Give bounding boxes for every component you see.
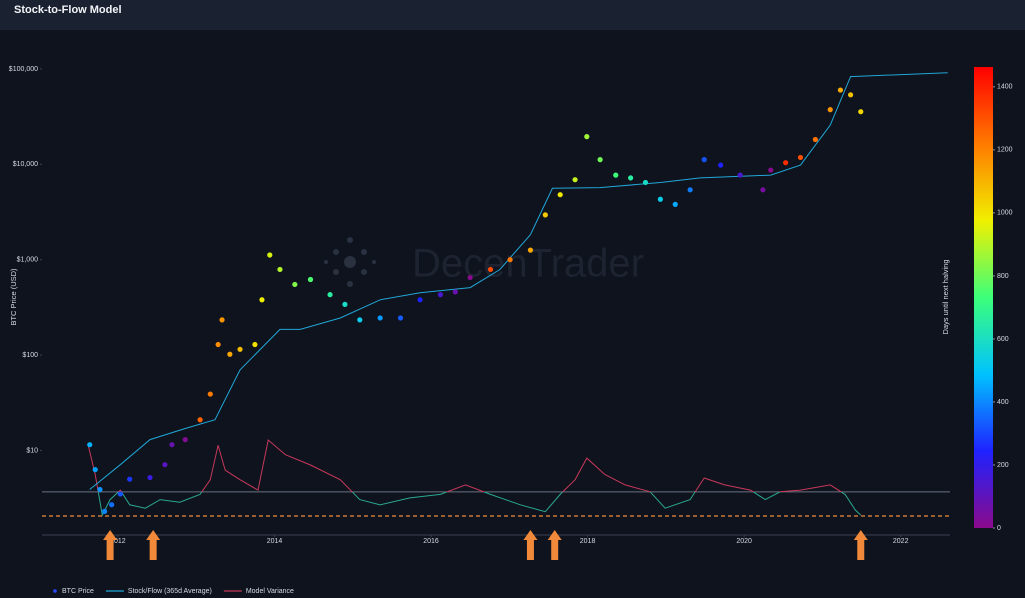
legend-label: BTC Price [62, 588, 94, 595]
price-point [267, 252, 273, 258]
price-point [109, 502, 115, 508]
price-point [162, 462, 168, 468]
price-point [197, 417, 203, 423]
price-point [259, 297, 265, 303]
price-point [227, 351, 233, 357]
price-point [613, 172, 619, 178]
x-tick-label: 2016 [423, 538, 439, 545]
price-point [207, 391, 213, 397]
price-point [342, 301, 348, 307]
colorbar-tick-label: 600 [997, 336, 1009, 343]
price-point [377, 315, 383, 321]
price-point [837, 87, 844, 93]
price-point [117, 491, 123, 497]
price-point [760, 187, 766, 193]
price-point [642, 179, 649, 186]
y-tick-label: $10,000 [13, 161, 38, 168]
price-point [452, 289, 458, 295]
y-tick-label: $10 [26, 447, 38, 454]
price-point [527, 247, 534, 253]
watermark: DecenTrader [412, 242, 644, 286]
price-point [219, 317, 225, 323]
price-point [737, 172, 743, 178]
price-point [102, 508, 108, 514]
colorbar-tick-label: 0 [997, 525, 1001, 532]
price-point [307, 276, 314, 283]
colorbar-tick-label: 800 [997, 273, 1009, 280]
price-point [327, 292, 333, 298]
price-point [237, 346, 243, 352]
price-point [169, 442, 175, 448]
arrow [146, 530, 161, 560]
price-point [215, 341, 221, 348]
price-point [97, 486, 103, 493]
price-point [467, 274, 473, 281]
colorbar-tick-label: 1400 [997, 84, 1013, 91]
legend-label: Stock/Flow (365d Average) [128, 588, 212, 595]
price-point [572, 177, 578, 183]
price-point [87, 442, 93, 448]
arrow [853, 530, 868, 560]
colorbar-tick-label: 1200 [997, 147, 1013, 154]
price-point [417, 297, 423, 303]
price-point [507, 257, 513, 263]
x-tick-label: 2018 [580, 538, 596, 545]
x-tick-label: 2012 [110, 538, 126, 545]
legend-label: Model Variance [246, 588, 294, 595]
price-point [847, 92, 854, 98]
price-point [672, 201, 678, 207]
price-point [557, 192, 563, 198]
x-tick-label: 2022 [893, 538, 909, 545]
price-point [597, 157, 603, 163]
price-point [397, 315, 404, 321]
colorbar-tick-label: 400 [997, 399, 1009, 406]
colorbar-tick-label: 200 [997, 462, 1009, 469]
legend-marker [53, 589, 57, 593]
arrow [547, 530, 562, 560]
colorbar-title: Days until next halving [941, 259, 950, 334]
price-point [147, 474, 153, 481]
colorbar-tick-label: 1000 [997, 210, 1013, 217]
price-point [687, 187, 693, 193]
watermark-logo [324, 237, 376, 287]
price-point [858, 109, 864, 115]
x-tick-label: 2020 [736, 538, 752, 545]
price-point [357, 317, 363, 323]
price-point [783, 160, 789, 166]
price-point [127, 476, 133, 482]
variance-line [87, 439, 862, 517]
price-point [584, 134, 590, 140]
price-point [182, 437, 188, 443]
y-tick-label: $100,000 [9, 66, 38, 73]
price-point [701, 157, 707, 163]
price-point [542, 212, 548, 218]
price-point [437, 292, 444, 298]
price-point [292, 281, 298, 288]
price-point [628, 175, 634, 181]
y-tick-label: $100 [22, 352, 38, 359]
price-point [768, 167, 774, 173]
price-point [487, 266, 494, 273]
model-line [89, 72, 948, 490]
price-point [277, 266, 283, 273]
arrow [103, 530, 118, 560]
y-tick-label: $1,000 [17, 257, 39, 264]
price-point [718, 162, 724, 168]
price-point [252, 341, 258, 348]
price-point [812, 136, 818, 143]
price-point [797, 154, 804, 161]
x-tick-label: 2014 [267, 538, 283, 545]
header-bar [0, 0, 1025, 30]
y-axis-label: BTC Price (USD) [9, 268, 18, 326]
price-point [92, 467, 98, 473]
arrow [523, 530, 538, 560]
price-point [657, 196, 663, 202]
colorbar [974, 67, 993, 528]
price-point [827, 107, 833, 113]
chart-title: Stock-to-Flow Model [14, 4, 122, 16]
